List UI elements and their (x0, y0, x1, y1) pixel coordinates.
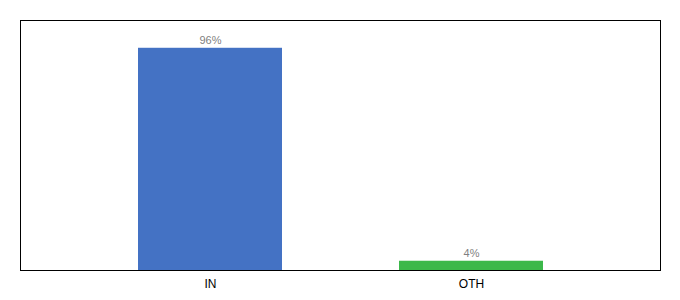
svg-text:96%: 96% (199, 34, 221, 46)
svg-text:OTH: OTH (459, 277, 484, 291)
svg-text:4%: 4% (464, 247, 480, 259)
svg-text:IN: IN (205, 277, 217, 291)
